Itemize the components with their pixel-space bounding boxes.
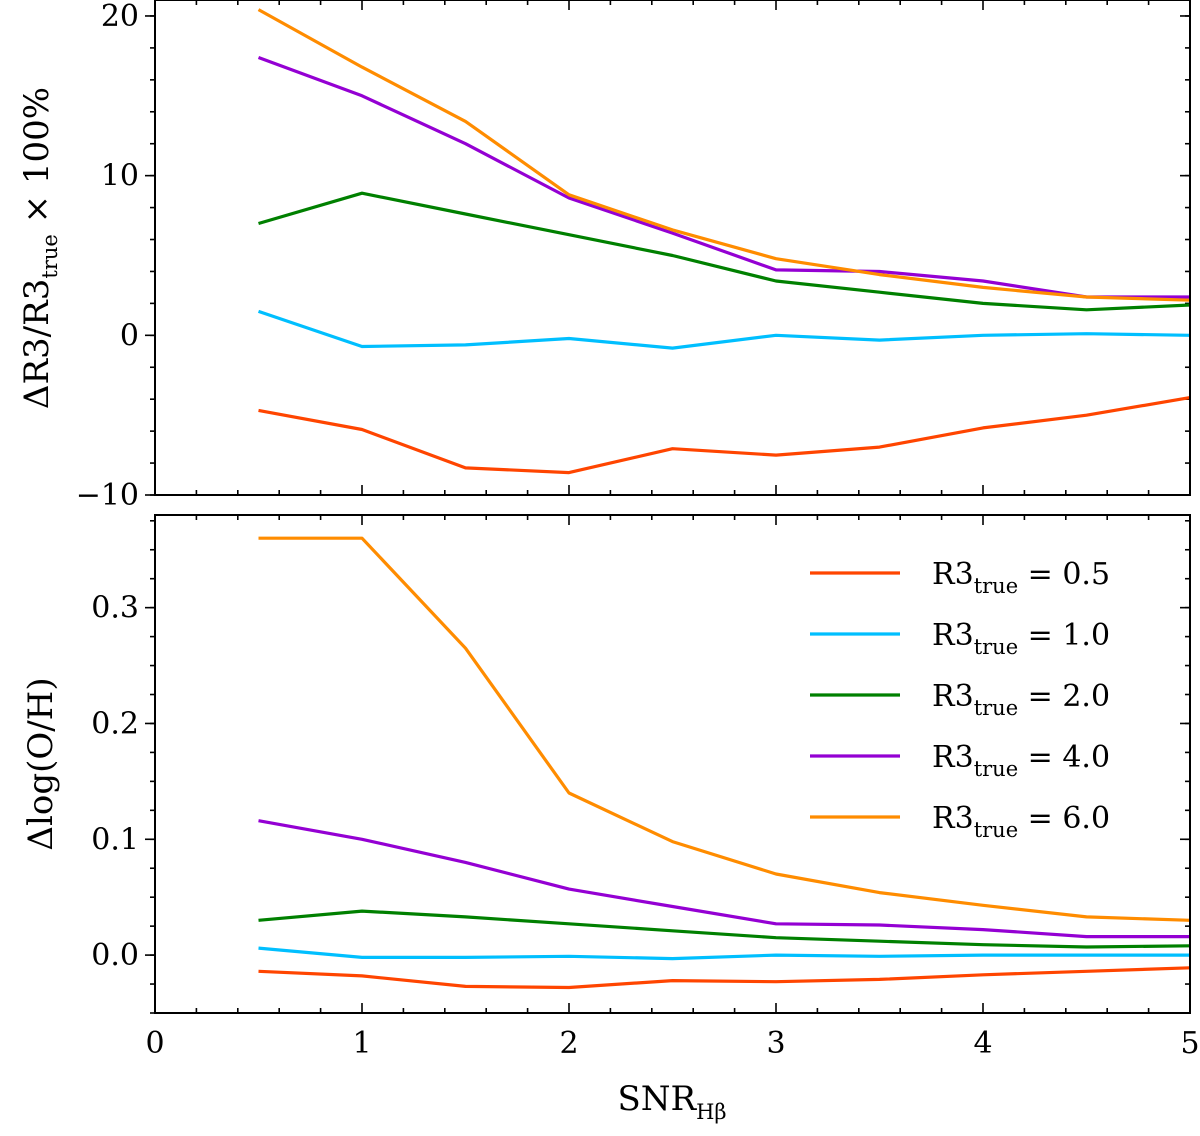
- legend-item: R3true = 6.0: [810, 801, 1110, 842]
- y-tick-label: 0.3: [91, 591, 139, 626]
- legend-label: R3true = 4.0: [932, 740, 1110, 781]
- top-plot-frame: [154, 0, 1191, 496]
- x-tick-label: 5: [1180, 1026, 1199, 1061]
- bottom-series-group: [258, 536, 1191, 990]
- x-tick-label: 3: [766, 1026, 785, 1061]
- top-y-axis-label: ΔR3/R3true × 100%: [17, 87, 62, 409]
- y-tick-label: 0.2: [91, 706, 139, 741]
- legend-item: R3true = 4.0: [810, 740, 1110, 781]
- series-line-0.5: [258, 396, 1191, 475]
- bottom-ticks: 0 1 2 3 4 5 0.0 0.1 0.2 0.3: [91, 515, 1200, 1061]
- legend-label: R3true = 1.0: [932, 618, 1110, 659]
- bottom-plot-frame: [154, 514, 1191, 1014]
- top-ticks: −10 0 10 20: [76, 0, 1191, 513]
- legend-item: R3true = 0.5: [810, 557, 1110, 598]
- y-tick-label: 0.1: [91, 822, 139, 857]
- series-line-2.0: [258, 191, 1191, 312]
- series-line-6.0: [257, 8, 1191, 302]
- x-tick-label: 2: [559, 1026, 578, 1061]
- bottom-panel: 0 1 2 3 4 5 0.0 0.1 0.2 0.3 Δlog(O/H) SNRHβ R3tru…: [21, 514, 1200, 1124]
- top-series-group: [257, 8, 1191, 475]
- x-tick-label: 0: [145, 1026, 164, 1061]
- y-tick-label: −10: [76, 478, 139, 513]
- series-line-1.0: [258, 946, 1190, 961]
- legend: R3true = 0.5 R3true = 1.0 R3true = 2.0 R3tr…: [810, 557, 1110, 842]
- bottom-y-axis-label: Δlog(O/H): [21, 677, 61, 850]
- x-tick-label: 4: [973, 1026, 992, 1061]
- legend-item: R3true = 1.0: [810, 618, 1110, 659]
- series-line-4.0: [257, 55, 1190, 299]
- y-tick-label: 0: [120, 318, 139, 353]
- legend-item: R3true = 2.0: [810, 679, 1110, 720]
- series-line-4.0: [258, 819, 1190, 939]
- series-line-1.0: [257, 309, 1191, 350]
- series-line-2.0: [258, 909, 1191, 949]
- series-line-6.0: [258, 536, 1191, 922]
- y-tick-label: 0.0: [91, 938, 139, 973]
- series-line-0.5: [258, 966, 1191, 990]
- y-tick-label: 20: [101, 0, 139, 34]
- top-panel: −10 0 10 20 ΔR3/R3true × 100%: [17, 0, 1191, 513]
- y-tick-label: 10: [101, 159, 139, 194]
- legend-label: R3true = 6.0: [932, 801, 1110, 842]
- x-tick-label: 1: [352, 1026, 371, 1061]
- legend-label: R3true = 2.0: [932, 679, 1110, 720]
- x-axis-label: SNRHβ: [617, 1079, 726, 1124]
- legend-label: R3true = 0.5: [932, 557, 1110, 598]
